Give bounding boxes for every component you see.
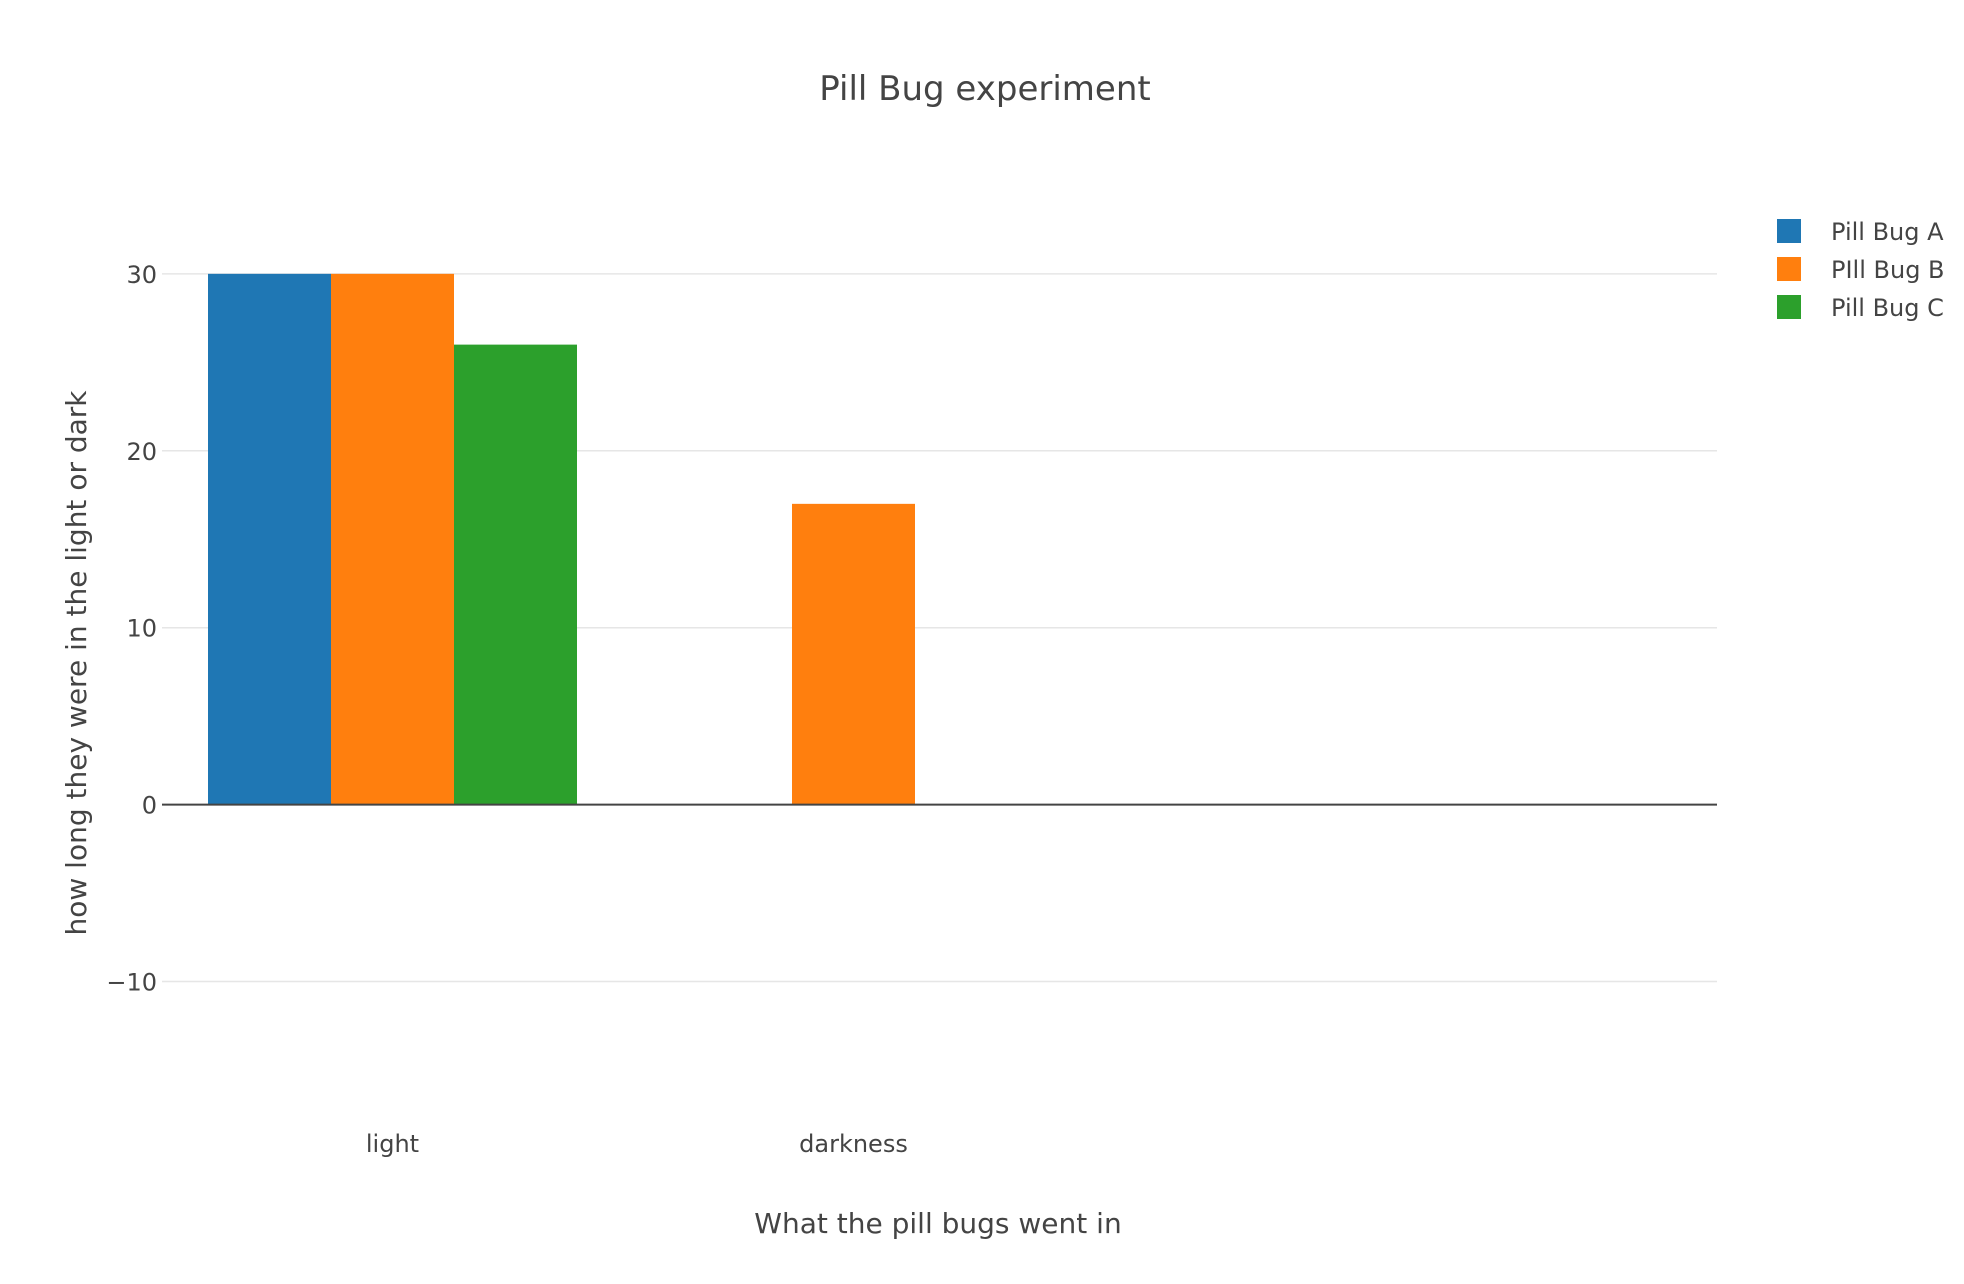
x-tick-label: light xyxy=(366,1130,419,1158)
x-tick-label: darkness xyxy=(799,1130,908,1158)
bar-darkness-series-2 xyxy=(792,503,915,805)
x-axis-title: What the pill bugs went in xyxy=(754,1207,1121,1240)
y-tick-label: 30 xyxy=(126,261,157,289)
chart-title: Pill Bug experiment xyxy=(819,69,1150,109)
bar-light-series-1 xyxy=(208,273,331,805)
legend-entry: Pill Bug C xyxy=(1831,294,1944,322)
legend-entry: Pill Bug A xyxy=(1831,218,1944,246)
bars xyxy=(162,273,1717,806)
legend-swatch xyxy=(1777,219,1801,243)
legend-swatch xyxy=(1777,295,1801,319)
y-tick-label: −10 xyxy=(106,969,157,997)
legend-entry: PIll Bug B xyxy=(1831,256,1945,284)
legend-swatch xyxy=(1777,257,1801,281)
bar-light-series-2 xyxy=(331,273,454,805)
y-tick-labels: −10 0 10 20 30 xyxy=(106,261,157,997)
bar-light-series-3 xyxy=(454,344,577,805)
y-tick-label: 20 xyxy=(126,438,157,466)
legend: Pill Bug A PIll Bug B Pill Bug C xyxy=(1777,218,1945,322)
y-tick-label: 10 xyxy=(126,615,157,643)
x-tick-labels: light darkness xyxy=(366,1130,908,1158)
y-axis-title: how long they were in the light or dark xyxy=(60,390,93,936)
y-tick-label: 0 xyxy=(142,792,157,820)
